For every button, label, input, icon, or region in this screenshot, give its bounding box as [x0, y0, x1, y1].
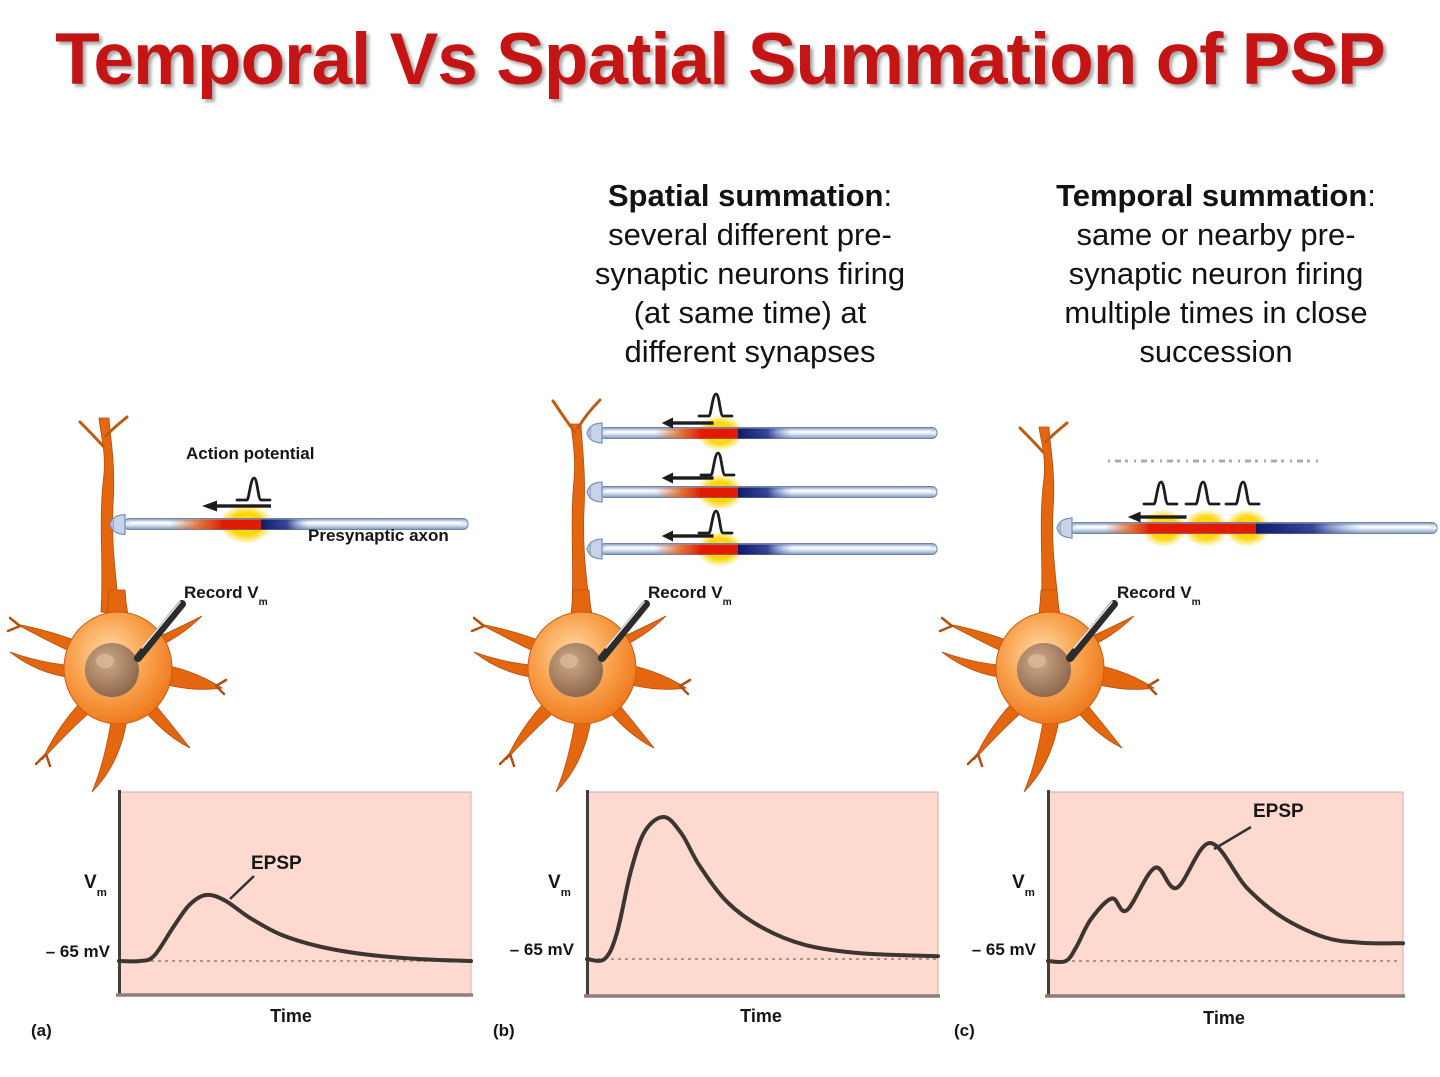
- dendrite: [570, 423, 591, 615]
- record-vm-label: Record Vm: [184, 583, 268, 609]
- record-vm-label: Record Vm: [1117, 583, 1201, 609]
- heading-line: Spatial summation:: [607, 178, 893, 213]
- depolarized-trail: [170, 519, 225, 530]
- vm-axis-label: Vm: [1012, 872, 1035, 899]
- vm-axis-label: Vm: [548, 872, 571, 899]
- presynaptic-axon-label: Presynaptic axon: [308, 526, 449, 545]
- panel-a-illustration: [8, 415, 469, 792]
- resting-potential-label: – 65 mV: [45, 942, 110, 961]
- dendrite-twigs: [78, 415, 129, 448]
- heading-line: synaptic neuron firing: [1068, 256, 1364, 291]
- vm-axis-label: Vm: [84, 872, 107, 899]
- postsynaptic-neuron: [8, 590, 226, 792]
- dendrite: [1038, 426, 1060, 615]
- depolarized-trail: [655, 428, 703, 439]
- epsp-curve: [585, 815, 940, 963]
- action-potential-spike-icon: [1184, 480, 1221, 506]
- active-zone-red: [700, 487, 740, 498]
- active-zone-red: [222, 519, 263, 530]
- depolarized-trail: [655, 487, 703, 498]
- heading-line: same or nearby pre-: [1076, 217, 1356, 252]
- axon-terminal-bulb: [1056, 517, 1073, 539]
- panel-letter: (c): [954, 1021, 975, 1040]
- graph-c: [1045, 790, 1405, 998]
- spatial-summation-heading: Spatial summation: several different pre…: [530, 176, 970, 371]
- action-potential-spike-icon: [235, 476, 272, 502]
- slide-title: Temporal Vs Spatial Summation of PSP: [55, 19, 1386, 100]
- heading-line: synaptic neurons firing: [594, 256, 906, 291]
- epsp-leader-line: [1213, 825, 1252, 851]
- panel-b-illustration: [472, 392, 938, 792]
- time-axis-label: Time: [270, 1006, 312, 1026]
- plot-area: [1047, 791, 1404, 997]
- time-axis-label: Time: [740, 1006, 782, 1026]
- action-potential-spike-icon: [699, 451, 736, 477]
- record-vm-label: Record Vm: [648, 583, 732, 609]
- epsp-curve: [1046, 840, 1405, 965]
- resting-potential-label: – 65 mV: [971, 940, 1036, 959]
- epsp-curve: [117, 892, 473, 964]
- active-zone-navy: [738, 487, 792, 498]
- active-zone-navy: [261, 519, 308, 530]
- active-zone-red: [1148, 523, 1260, 534]
- active-zone-navy: [738, 428, 792, 439]
- heading-line: multiple times in close: [1064, 295, 1368, 330]
- epsp-leader-line: [229, 875, 255, 900]
- active-zone-navy: [738, 544, 792, 555]
- axon-terminal-bulb: [586, 422, 603, 444]
- panel-letter: (b): [493, 1021, 515, 1040]
- depolarized-trail: [655, 544, 703, 555]
- axon-terminal-bulb: [586, 481, 603, 503]
- action-potential-spike-icon: [697, 509, 734, 535]
- depolarized-trail: [1105, 523, 1152, 534]
- heading-line: several different pre-: [608, 217, 892, 252]
- action-potential-spike-icon: [697, 392, 734, 418]
- heading-line: different synapses: [624, 334, 876, 369]
- time-axis-label: Time: [1203, 1008, 1245, 1028]
- heading-line: Temporal summation:: [1056, 178, 1376, 213]
- heading-line: (at same time) at: [633, 295, 867, 330]
- panel-c-illustration: [940, 421, 1438, 792]
- dendrite-twigs: [1018, 421, 1069, 454]
- axon-terminal-bulb: [586, 538, 603, 560]
- postsynaptic-neuron: [472, 590, 690, 792]
- panel-letter: (a): [31, 1021, 52, 1040]
- postsynaptic-neuron: [940, 590, 1158, 792]
- active-zone-navy: [1256, 523, 1360, 534]
- resting-potential-label: – 65 mV: [509, 940, 574, 959]
- dendrite: [98, 417, 120, 615]
- spatial-summation-term: Spatial summation: [607, 178, 884, 213]
- epsp-annotation: EPSP: [251, 853, 302, 874]
- active-zone-red: [700, 544, 740, 555]
- dendrite-twigs: [551, 398, 602, 434]
- temporal-summation-heading: Temporal summation: same or nearby pre- …: [996, 176, 1436, 371]
- plot-area: [586, 791, 939, 997]
- graph-a: [116, 790, 473, 997]
- active-zone-red: [700, 428, 740, 439]
- epsp-annotation: EPSP: [1253, 801, 1304, 822]
- plot-area: [118, 791, 472, 995]
- graph-b: [584, 790, 940, 998]
- temporal-summation-term: Temporal summation: [1056, 178, 1368, 213]
- heading-line: succession: [1139, 334, 1293, 369]
- action-potential-spike-icon: [1224, 480, 1261, 506]
- action-potential-label: Action potential: [186, 444, 315, 463]
- action-potential-spike-icon: [1142, 480, 1179, 506]
